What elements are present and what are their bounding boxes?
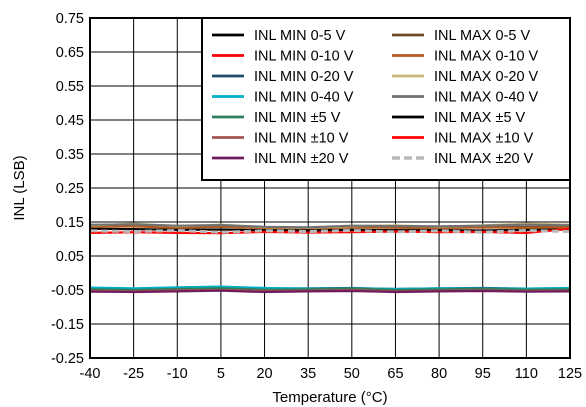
x-tick-label: 110 [515,366,538,382]
x-tick-label: 125 [558,366,582,382]
x-tick-label: -10 [167,366,188,382]
series-line [89,289,571,294]
y-tick-label: -0.15 [51,317,84,333]
legend-label: INL MIN 0-40 V [254,90,354,106]
x-tick-label: 5 [217,366,225,382]
legend-label: INL MAX 0-20 V [434,69,539,85]
y-axis-label: INL (LSB) [11,155,28,220]
x-tick-label: 95 [475,366,491,382]
legend: INL MIN 0-5 V INL MIN 0-10 V INL MIN 0-20 … [201,17,571,181]
legend-label: INL MIN 0-20 V [254,69,354,85]
x-tick-label: 50 [344,366,360,382]
x-tick-label: 20 [256,366,272,382]
x-tick-label: 65 [387,366,403,382]
y-tick-label: -0.25 [51,351,84,367]
legend-label: INL MIN ±5 V [254,110,341,126]
y-tick-label: 0.25 [56,181,84,197]
y-tick-label: 0.65 [56,45,84,61]
legend-label: INL MAX 0-5 V [434,28,530,44]
legend-label: INL MAX 0-10 V [434,49,539,65]
y-tick-label: 0.05 [56,249,84,265]
x-tick-label: -40 [80,366,101,382]
legend-label: INL MIN 0-10 V [254,49,354,65]
series-line [89,229,571,234]
series-line [89,287,571,292]
series-line [89,223,571,229]
legend-label: INL MIN ±10 V [254,131,349,147]
x-tick-label: 80 [431,366,447,382]
axis-ticks: -40 -25 -10 5 20 35 50 65 80 95 110 125 -0.25 -0.15 -0… [51,11,582,382]
legend-label: INL MAX 0-40 V [434,90,539,106]
y-tick-label: 0.35 [56,147,84,163]
x-tick-label: 35 [300,366,316,382]
legend-label: INL MAX ±20 V [434,151,534,167]
y-tick-label: 0.75 [56,11,84,27]
y-tick-label: -0.05 [51,283,84,299]
x-tick-label: -25 [123,366,144,382]
legend-label: INL MAX ±10 V [434,131,534,147]
series-lines [89,222,571,294]
y-tick-label: 0.45 [56,113,84,129]
legend-label: INL MIN ±20 V [254,151,349,167]
x-axis-label: Temperature (°C) [272,389,387,406]
legend-label: INL MAX ±5 V [434,110,526,126]
legend-box [201,17,571,181]
y-tick-label: 0.15 [56,215,84,231]
legend-label: INL MIN 0-5 V [254,28,346,44]
y-tick-label: 0.55 [56,79,84,95]
